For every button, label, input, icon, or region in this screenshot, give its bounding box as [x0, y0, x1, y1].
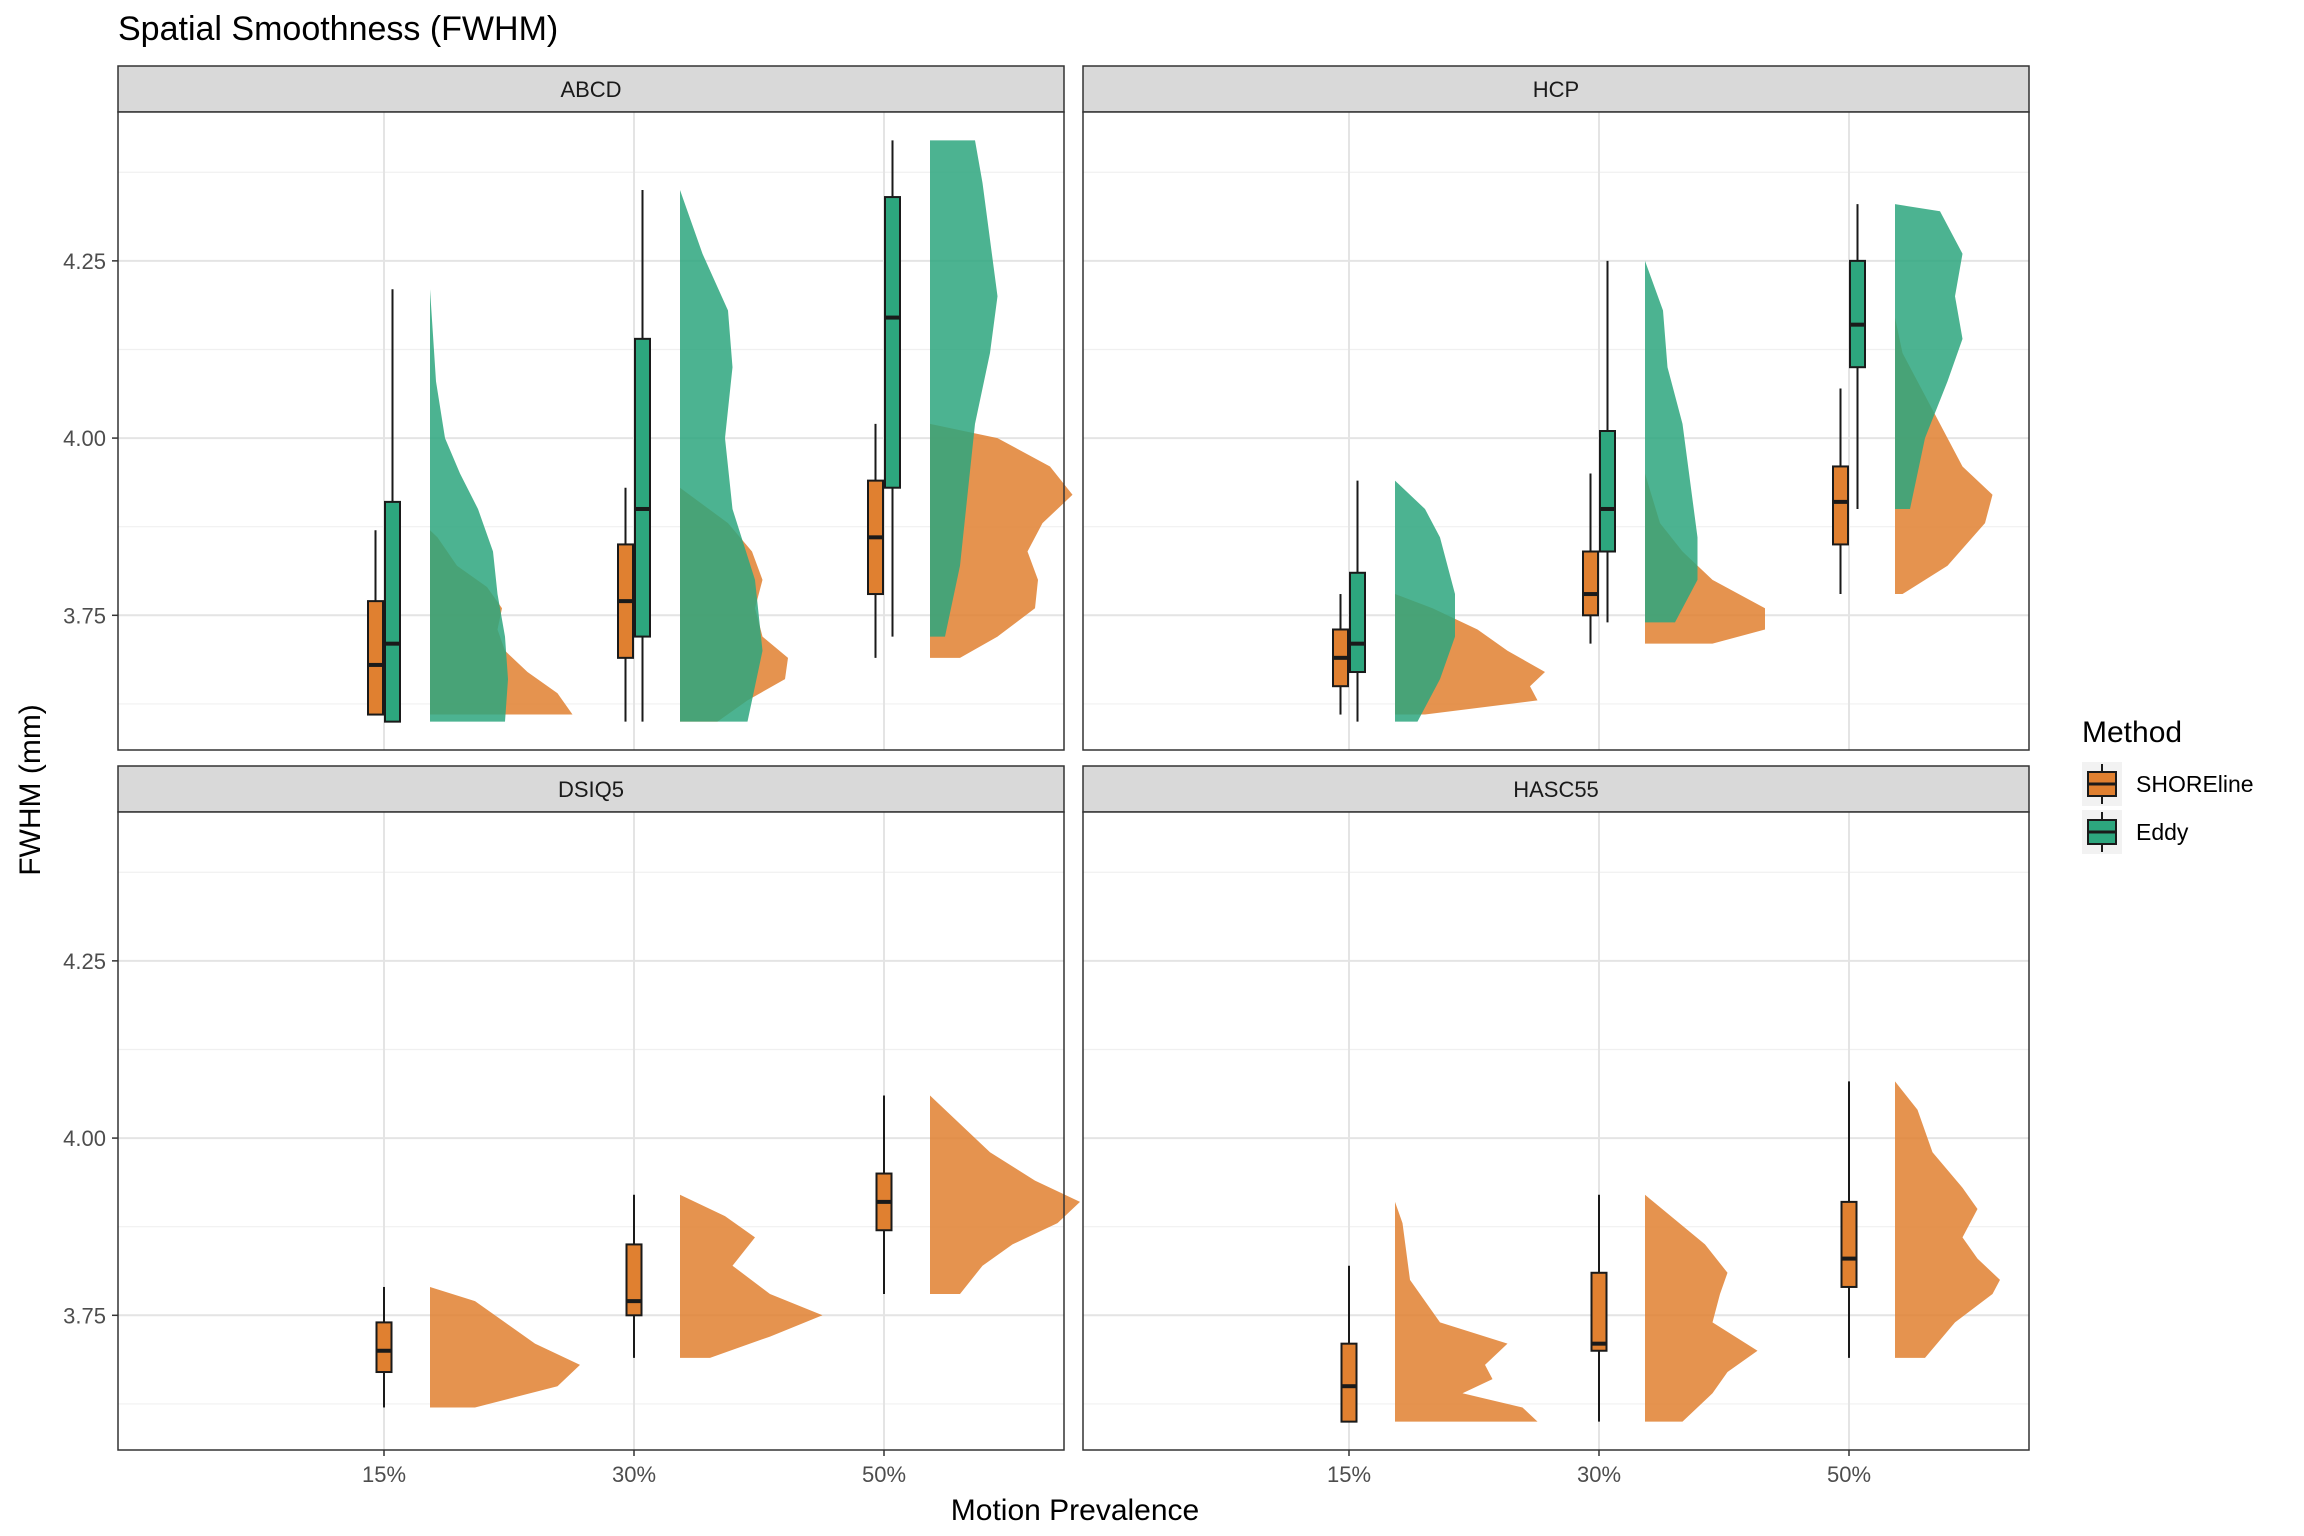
- box-shoreline-15pct: [367, 600, 384, 716]
- box-shoreline-50pct: [1840, 1200, 1858, 1288]
- box-shoreline-30pct: [1582, 550, 1599, 617]
- density-shoreline-50pct: [1895, 1081, 2000, 1358]
- panel-strip: [117, 65, 1065, 113]
- panel-dsiq5: DSIQ5 3.75 4.00 4.25 15% 30% 50%: [63, 765, 1080, 1487]
- box-shoreline-30pct: [625, 1243, 643, 1317]
- density-eddy-15pct: [1395, 480, 1455, 722]
- x-tick-label: 50%: [862, 1462, 906, 1487]
- panel-border: [117, 111, 1065, 751]
- legend-entry-shoreline: SHOREline: [2082, 762, 2254, 806]
- panel-strip-label: DSIQ5: [558, 777, 624, 802]
- panel-strip: [117, 765, 1065, 813]
- y-tick-label: 4.00: [63, 1126, 106, 1151]
- density-shoreline-15pct: [430, 1286, 580, 1408]
- box-shoreline-15pct: [375, 1321, 393, 1374]
- legend-entry-eddy: Eddy: [2082, 810, 2189, 854]
- density-eddy-30pct: [1645, 260, 1698, 623]
- legend: Method SHOREline Eddy: [2082, 716, 2254, 854]
- panel-border: [1082, 111, 2030, 751]
- box-eddy-30pct: [634, 337, 651, 638]
- panel-abcd: ABCD 3.75 4.00 4.25: [63, 65, 1073, 751]
- x-axis-title: Motion Prevalence: [951, 1494, 1199, 1527]
- panel-background: [118, 112, 1064, 750]
- panel-background: [118, 812, 1064, 1450]
- panel-border: [1082, 811, 2030, 1451]
- x-tick-label: 30%: [1577, 1462, 1621, 1487]
- x-tick-label: 50%: [1827, 1462, 1871, 1487]
- legend-entries: SHOREline Eddy: [2082, 762, 2254, 854]
- y-tick-label: 4.00: [63, 426, 106, 451]
- box-eddy-50pct: [884, 196, 901, 489]
- y-axis-title: FWHM (mm): [14, 704, 47, 876]
- panel-strip-label: HCP: [1533, 77, 1579, 102]
- chart-title: Spatial Smoothness (FWHM): [118, 10, 558, 48]
- x-tick-label: 15%: [1327, 1462, 1371, 1487]
- y-tick-label: 4.25: [63, 249, 106, 274]
- box-eddy-15pct: [1349, 571, 1366, 674]
- y-tick-label: 3.75: [63, 1303, 106, 1328]
- panel-hasc55: HASC55 15% 30% 50%: [1082, 765, 2030, 1487]
- y-tick-label: 3.75: [63, 603, 106, 628]
- density-shoreline-30pct: [680, 1194, 823, 1358]
- legend-label: SHOREline: [2136, 771, 2254, 797]
- density-shoreline-15pct: [1395, 1201, 1538, 1422]
- panel-strip-label: ABCD: [560, 77, 621, 102]
- y-tick-label: 4.25: [63, 949, 106, 974]
- box-shoreline-50pct: [1832, 465, 1849, 546]
- density-eddy-50pct: [1895, 204, 1963, 509]
- density-eddy-30pct: [680, 189, 763, 722]
- box-eddy-15pct: [384, 500, 401, 723]
- x-tick-label: 30%: [612, 1462, 656, 1487]
- panel-hcp: HCP: [1082, 65, 2030, 751]
- panel-background: [1083, 812, 2029, 1450]
- panel-background: [1083, 112, 2029, 750]
- box-shoreline-30pct: [1590, 1271, 1608, 1352]
- panel-strip: [1082, 765, 2030, 813]
- panels-layer: ABCD 3.75 4.00 4.25 HCP DSIQ5 3.75 4.00 4.25 15% 3…: [63, 65, 2030, 1487]
- panel-strip: [1082, 65, 2030, 113]
- box-eddy-50pct: [1849, 259, 1866, 369]
- box-shoreline-15pct: [1340, 1342, 1358, 1423]
- density-shoreline-30pct: [1645, 1194, 1758, 1422]
- box-eddy-30pct: [1599, 430, 1616, 553]
- x-tick-label: 15%: [362, 1462, 406, 1487]
- legend-label: Eddy: [2136, 819, 2189, 845]
- panel-strip-label: HASC55: [1513, 777, 1599, 802]
- panel-border: [117, 811, 1065, 1451]
- density-eddy-50pct: [930, 140, 998, 637]
- density-shoreline-50pct: [930, 1095, 1080, 1295]
- legend-title: Method: [2082, 716, 2182, 749]
- density-eddy-15pct: [430, 289, 508, 722]
